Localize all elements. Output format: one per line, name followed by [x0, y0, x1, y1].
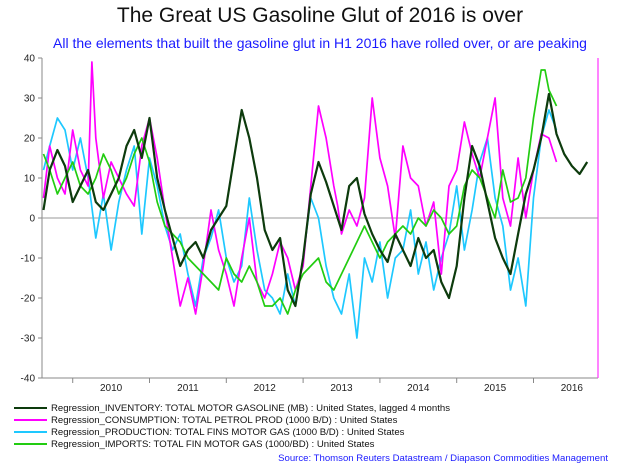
source-note: Source: Thomson Reuters Datastream / Dia… — [278, 453, 608, 464]
y-tick-label: 10 — [24, 174, 36, 185]
series-line-3 — [42, 109, 558, 339]
legend-swatch — [14, 419, 47, 421]
y-tick-label: -20 — [21, 294, 36, 305]
chart-title: The Great US Gasoline Glut of 2016 is ov… — [116, 4, 524, 27]
legend-item: Regression_CONSUMPTION: TOTAL PETROL PRO… — [14, 414, 450, 426]
y-tick-label: -10 — [21, 254, 36, 265]
x-tick-label: 2015 — [484, 383, 507, 394]
x-tick-label: 2010 — [100, 383, 123, 394]
legend-label: Regression_INVENTORY: TOTAL MOTOR GASOLI… — [51, 402, 451, 414]
legend-swatch — [14, 443, 47, 445]
legend-item: Regression_PRODUCTION: TOTAL FINS MOTOR … — [14, 426, 450, 438]
y-tick-label: 0 — [29, 214, 35, 225]
chart-subtitle: All the elements that built the gasoline… — [53, 35, 587, 51]
x-tick-label: 2014 — [407, 383, 430, 394]
series-line-1 — [42, 92, 589, 308]
x-tick-label: 2011 — [177, 383, 199, 394]
chart-axes: -40 -30 -20 -10 0 10 20 30 40 2010 2011 2012 2013 201… — [21, 54, 599, 394]
y-tick-label: 30 — [24, 94, 36, 105]
y-tick-label: -30 — [21, 334, 36, 345]
x-tick-label: 2016 — [561, 383, 584, 394]
legend-item: Regression_IMPORTS: TOTAL FIN MOTOR GAS … — [14, 438, 450, 450]
series-line-4 — [42, 69, 558, 315]
y-tick-label: 40 — [24, 54, 36, 65]
legend-swatch — [14, 431, 47, 433]
legend-label: Regression_IMPORTS: TOTAL FIN MOTOR GAS … — [51, 438, 375, 450]
x-tick-label: 2012 — [254, 383, 277, 394]
legend-label: Regression_CONSUMPTION: TOTAL PETROL PRO… — [51, 414, 398, 426]
legend-item: Regression_INVENTORY: TOTAL MOTOR GASOLI… — [14, 402, 450, 414]
y-tick-label: -40 — [21, 374, 36, 385]
chart-legend: Regression_INVENTORY: TOTAL MOTOR GASOLI… — [14, 402, 450, 450]
x-tick-label: 2013 — [330, 383, 353, 394]
legend-swatch — [14, 407, 47, 409]
legend-label: Regression_PRODUCTION: TOTAL FINS MOTOR … — [51, 426, 405, 438]
y-tick-label: 20 — [24, 134, 36, 145]
chart-series-lines — [42, 61, 589, 339]
